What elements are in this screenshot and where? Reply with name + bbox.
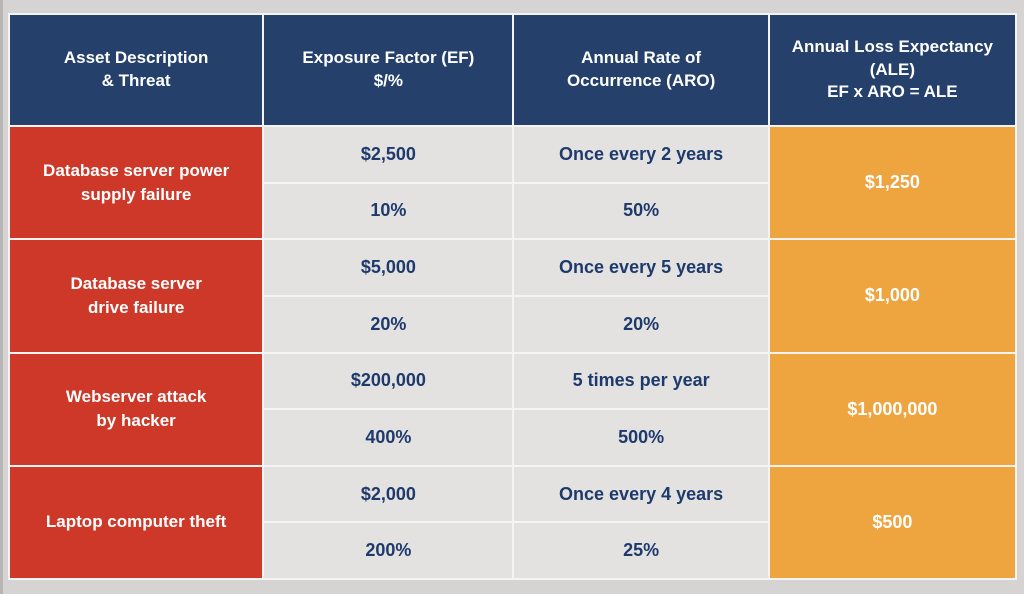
aro-percent-value: 20% xyxy=(514,296,768,352)
asset-threat-cell: Database server drive failure xyxy=(10,240,263,352)
ale-risk-table: Asset Description & Threat Exposure Fact… xyxy=(8,13,1017,580)
aro-cell: Once every 4 years 25% xyxy=(514,466,768,578)
table-row: Webserver attack by hacker $200,000 400%… xyxy=(10,353,1015,465)
column-header-exposure-factor: Exposure Factor (EF) $/% xyxy=(264,15,513,125)
column-header-aro: Annual Rate of Occurrence (ARO) xyxy=(514,15,768,125)
aro-percent-value: 500% xyxy=(514,410,768,465)
aro-cell: Once every 2 years 50% xyxy=(514,127,768,239)
aro-frequency-value: Once every 5 years xyxy=(514,240,768,295)
aro-cell: Once every 5 years 20% xyxy=(514,240,768,352)
asset-threat-cell: Laptop computer theft xyxy=(10,466,263,578)
exposure-factor-cell: $5,000 20% xyxy=(264,240,513,352)
exposure-factor-cell: $200,000 400% xyxy=(264,353,513,465)
ef-percent-value: 10% xyxy=(264,183,513,239)
ef-dollar-value: $200,000 xyxy=(264,353,513,409)
aro-frequency-value: Once every 2 years xyxy=(514,127,768,182)
asset-threat-cell: Webserver attack by hacker xyxy=(10,353,263,465)
ef-dollar-value: $2,500 xyxy=(264,127,513,182)
table-row: Laptop computer theft $2,000 200% Once e… xyxy=(10,466,1015,578)
ef-percent-value: 200% xyxy=(264,523,513,578)
ef-percent-value: 400% xyxy=(264,410,513,465)
aro-frequency-value: Once every 4 years xyxy=(514,466,768,522)
aro-cell: 5 times per year 500% xyxy=(514,353,768,465)
ale-value-cell: $1,250 xyxy=(769,127,1015,239)
exposure-factor-cell: $2,500 10% xyxy=(264,127,513,239)
ale-value-cell: $500 xyxy=(769,466,1015,578)
exposure-factor-cell: $2,000 200% xyxy=(264,466,513,578)
column-header-ale: Annual Loss Expectancy (ALE) EF x ARO = … xyxy=(769,15,1015,125)
ef-percent-value: 20% xyxy=(264,296,513,352)
column-header-asset-threat: Asset Description & Threat xyxy=(10,15,263,125)
ef-dollar-value: $5,000 xyxy=(264,240,513,295)
table-row: Database server drive failure $5,000 20%… xyxy=(10,240,1015,352)
asset-threat-cell: Database server power supply failure xyxy=(10,127,263,239)
ale-value-cell: $1,000 xyxy=(769,240,1015,352)
ef-dollar-value: $2,000 xyxy=(264,466,513,522)
aro-percent-value: 50% xyxy=(514,183,768,239)
table-header-row: Asset Description & Threat Exposure Fact… xyxy=(10,15,1015,125)
table-row: Database server power supply failure $2,… xyxy=(10,127,1015,239)
ale-value-cell: $1,000,000 xyxy=(769,353,1015,465)
aro-percent-value: 25% xyxy=(514,523,768,578)
aro-frequency-value: 5 times per year xyxy=(514,353,768,409)
